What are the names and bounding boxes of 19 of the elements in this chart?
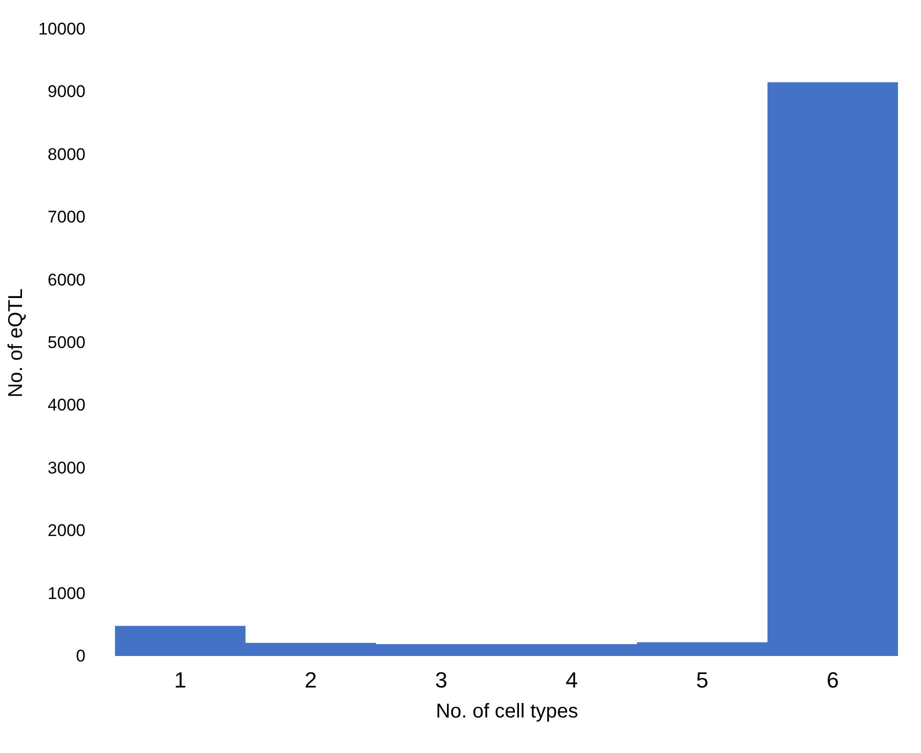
- y-tick-label: 2000: [48, 521, 86, 540]
- y-tick-label: 5000: [48, 333, 86, 352]
- y-tick-label: 1000: [48, 584, 86, 603]
- x-tick-label: 5: [696, 668, 708, 692]
- y-tick-label: 10000: [38, 20, 86, 38]
- x-tick-label: 2: [304, 668, 317, 692]
- y-axis-title: No. of eQTL: [5, 288, 28, 398]
- x-tick-label: 6: [826, 668, 839, 692]
- y-tick-label: 8000: [48, 144, 86, 164]
- y-tick-label: 9000: [48, 82, 86, 102]
- y-tick-label: 0: [76, 646, 86, 666]
- y-tick-label: 7000: [48, 208, 86, 227]
- x-tick-label: 4: [566, 668, 578, 692]
- x-tick-label: 3: [435, 668, 448, 692]
- x-axis-title: No. of cell types: [436, 700, 578, 722]
- x-tick-label: 1: [174, 668, 186, 692]
- y-tick-label: 3000: [48, 458, 86, 478]
- y-tick-label: 6000: [48, 270, 86, 290]
- y-tick-label: 4000: [48, 396, 86, 415]
